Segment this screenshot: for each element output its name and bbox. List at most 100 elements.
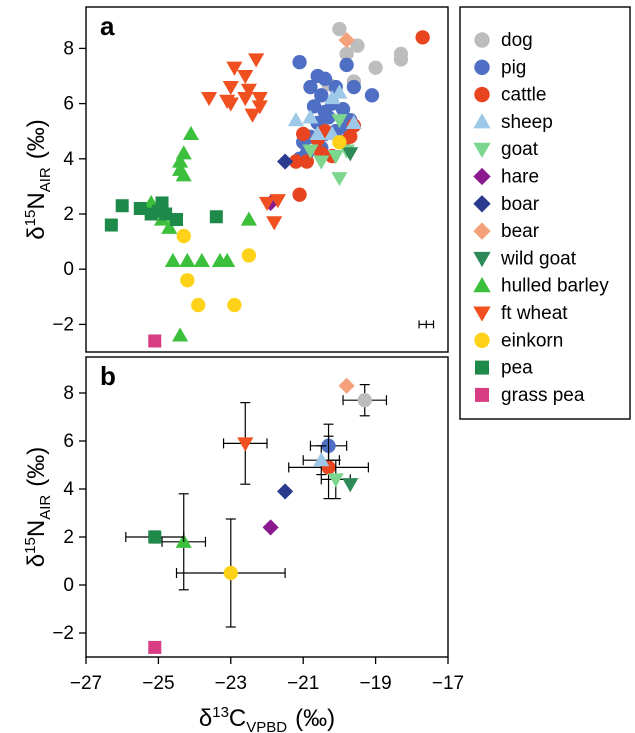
ft-wheat-point	[222, 80, 239, 96]
boar-mean-point	[277, 483, 294, 500]
ft-wheat-point	[237, 69, 254, 85]
sheep-point	[302, 109, 319, 124]
pea-point	[159, 207, 173, 221]
hulled-barley-point	[179, 252, 196, 267]
legend-label: pig	[501, 57, 526, 78]
y-tick-label: 8	[63, 383, 74, 404]
pig-point	[321, 110, 336, 125]
legend-label: bear	[501, 221, 540, 242]
x-tick-label: −23	[215, 673, 247, 694]
sheep-mean-point	[313, 452, 330, 467]
panel-a: −2 0 2 4 6 8 a δ15NAIR(‰)	[22, 6, 449, 353]
pig-point	[314, 88, 329, 103]
x-tick-label: −17	[432, 673, 464, 694]
ft-wheat-mean-point	[237, 437, 254, 452]
legend-label: hare	[501, 167, 539, 188]
pig-point	[346, 79, 362, 95]
sheep-point	[331, 84, 348, 99]
legend-item-boar: boar	[473, 194, 540, 215]
dog-point	[339, 46, 354, 62]
sheep-point	[345, 114, 362, 129]
grass-pea-point	[148, 334, 162, 348]
pea-point	[104, 218, 118, 232]
boar-point	[277, 153, 294, 170]
pea-point	[209, 210, 223, 224]
legend-item-sheep: sheep	[473, 112, 553, 133]
goat-mean-point	[327, 473, 344, 488]
panel-label: a	[100, 11, 115, 41]
pig-point	[339, 57, 354, 73]
hulled-barley-point	[172, 153, 189, 168]
hulled-barley-point	[219, 252, 236, 267]
einkorn-point	[241, 248, 257, 263]
legend-item-ft-wheat: ft wheat	[473, 303, 568, 324]
hulled-barley-point	[240, 211, 257, 226]
pig-point	[364, 88, 380, 103]
dog-point	[350, 38, 365, 53]
cattle-point	[343, 129, 358, 144]
ft-wheat-point	[201, 92, 218, 107]
goat-point	[313, 155, 330, 170]
legend-item-bear: bear	[473, 221, 540, 242]
y-axis-title: δ15NAIR(‰)	[22, 119, 54, 239]
ft-wheat-point	[240, 83, 257, 98]
pig-point	[335, 101, 351, 117]
legend-item-pea: pea	[475, 358, 533, 379]
wild-goat-point	[342, 147, 359, 162]
legend-label: ft wheat	[501, 303, 568, 324]
legend-marker	[473, 142, 491, 158]
legend-marker	[474, 59, 490, 75]
ft-wheat-point	[237, 92, 254, 107]
y-tick-label: 4	[63, 149, 74, 170]
einkorn-point	[332, 135, 347, 150]
legend-marker	[473, 113, 491, 129]
legend-item-wild-goat: wild goat	[473, 248, 577, 269]
legend-marker	[473, 167, 491, 186]
legend-label: sheep	[501, 112, 553, 133]
y-tick-label: −2	[52, 314, 74, 335]
legend-item-cattle: cattle	[474, 85, 546, 106]
dog-point	[393, 46, 409, 62]
bear-point	[338, 32, 355, 49]
legend-label: hulled barley	[501, 276, 609, 297]
y-tick-label: 2	[63, 527, 74, 548]
legend-item-dog: dog	[474, 30, 533, 51]
legend-marker	[473, 195, 491, 213]
panel-b: −2 0 2 4 6 8 b δ15NAIR(‰) −27 −25 −23 −21 −19 −17 δ13C…	[22, 356, 464, 733]
pea-point	[115, 199, 129, 213]
einkorn-mean-point	[223, 565, 238, 581]
legend-label: boar	[501, 194, 540, 215]
sheep-point	[287, 112, 305, 127]
x-tick-label: −21	[287, 673, 319, 694]
einkorn-point	[180, 273, 195, 288]
x-tick-label: −19	[359, 673, 391, 694]
y-tick-label: 4	[63, 479, 74, 500]
legend-label: grass pea	[501, 385, 585, 406]
goat-point	[331, 114, 348, 129]
hulled-barley-point	[172, 327, 189, 342]
pig-point	[317, 71, 333, 86]
legend-marker	[475, 387, 489, 402]
ft-wheat-point	[251, 100, 268, 115]
pea-point	[133, 201, 147, 215]
legend-frame	[459, 6, 631, 420]
pea-mean-point	[148, 530, 162, 544]
goat-point	[327, 149, 344, 165]
einkorn-point	[176, 228, 191, 244]
hulled-barley-point	[175, 167, 192, 182]
grass-pea-mean-point	[148, 640, 162, 654]
hulled-barley-point	[182, 125, 200, 141]
legend-label: dog	[501, 30, 533, 51]
y-tick-label: 0	[63, 575, 74, 596]
legend-marker	[474, 332, 490, 348]
plot-frame	[85, 356, 449, 658]
x-tick-label: −25	[142, 673, 174, 694]
cattle-point	[415, 30, 430, 45]
dog-mean-point	[357, 393, 372, 408]
y-tick-label: 6	[63, 431, 74, 452]
legend-label: pea	[501, 358, 533, 379]
pig-point	[292, 55, 307, 70]
ft-wheat-point	[251, 92, 268, 107]
legend: dog pig cattle sheep goat hare boar bear wild go…	[459, 6, 631, 420]
ft-wheat-point	[222, 97, 239, 112]
